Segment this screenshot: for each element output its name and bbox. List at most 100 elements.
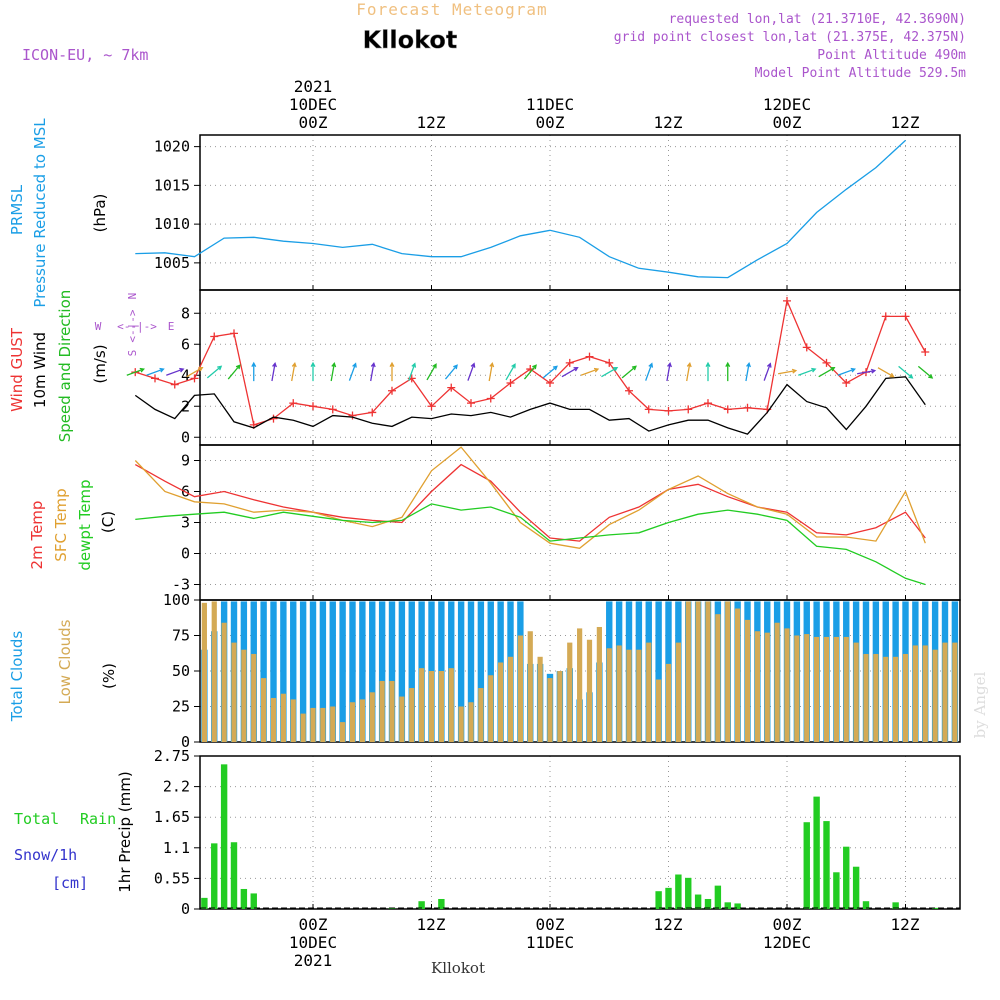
- clouds-unit: (%): [100, 663, 118, 689]
- low-cloud-bar: [517, 635, 523, 742]
- wind-arrow: [488, 361, 495, 382]
- low-cloud-bar: [261, 678, 267, 742]
- gust-marker: [565, 358, 574, 367]
- low-cloud-bar: [804, 634, 810, 742]
- low-cloud-bar: [270, 697, 277, 742]
- wind-arrow: [426, 363, 437, 381]
- rain-bar: [685, 877, 692, 909]
- low-cloud-bar: [379, 680, 385, 742]
- gust-marker: [170, 380, 179, 389]
- low-cloud-bar: [626, 649, 632, 742]
- low-cloud-bar: [537, 656, 543, 742]
- total-cloud-bar: [359, 601, 366, 742]
- gust-marker: [585, 352, 594, 361]
- gust-marker: [921, 348, 930, 356]
- total-cloud-bar: [457, 601, 465, 742]
- bottom-hour-label: 00Z: [299, 915, 328, 934]
- wind-arrow: [444, 364, 458, 380]
- total-cloud-bar: [487, 601, 494, 742]
- y-tick-label: 3: [181, 514, 190, 532]
- low-cloud-bar: [705, 601, 711, 742]
- pressure-line: [135, 139, 906, 279]
- pressure-label-long: Pressure Reduced to MSL: [31, 118, 49, 308]
- bottom-time-axis: 00Z 10DEC 2021 12Z 00Z 11DEC 12Z 00Z 12D…: [289, 915, 920, 970]
- low-cloud-bar: [567, 642, 573, 742]
- rain-bar: [852, 866, 860, 909]
- low-cloud-bar: [320, 707, 326, 742]
- wind-arrow: [206, 365, 223, 379]
- wind-arrow: [857, 368, 877, 375]
- wind-arrow: [330, 361, 337, 382]
- rain-bar: [220, 764, 228, 909]
- temp-2m-line: [134, 463, 926, 542]
- gust-marker: [664, 406, 673, 415]
- low-cloud-bar: [488, 675, 494, 742]
- low-cloud-bar: [478, 688, 484, 742]
- low-cloud-bar: [498, 662, 504, 742]
- low-cloud-bar: [863, 653, 869, 742]
- gust-marker: [151, 374, 159, 383]
- y-tick-label: 6: [181, 335, 190, 353]
- compass-we: <--|->: [117, 320, 157, 333]
- low-cloud-bar: [636, 649, 642, 742]
- wind-arrow: [523, 364, 537, 380]
- wind-arrow: [601, 366, 619, 378]
- top-time-axis: 2021 10DEC 00Z 12Z 11DEC 00Z 12Z 12DEC 0…: [289, 77, 920, 132]
- rain-bar: [665, 887, 672, 909]
- low-cloud-bar: [912, 645, 918, 742]
- low-cloud-bar: [952, 642, 958, 742]
- total-cloud-bar: [339, 601, 346, 742]
- direction-label: Speed and Direction: [56, 290, 74, 443]
- y-tick-label: 1005: [154, 254, 190, 272]
- wind-arrow: [877, 367, 895, 378]
- bottom-day-label: 10DEC: [289, 933, 337, 952]
- low-cloud-bar: [419, 668, 425, 742]
- wind-arrow: [561, 366, 579, 378]
- low-cloud-bar: [794, 635, 800, 742]
- chart-title: Forecast Meteogram: [356, 0, 547, 19]
- low-cloud-bar: [932, 649, 938, 742]
- wind-arrow: [348, 362, 357, 381]
- low-cloud-bar: [300, 713, 306, 742]
- gust-marker: [328, 405, 337, 414]
- y-tick-label: 9: [181, 452, 190, 470]
- low-cloud-bar: [853, 642, 859, 742]
- total-cloud-bar: [378, 601, 386, 742]
- total-cloud-bar: [299, 601, 307, 742]
- low-cloud-bar: [369, 692, 375, 742]
- low-cloud-bar: [448, 668, 454, 742]
- low-cloud-bar: [606, 648, 612, 742]
- low-cloud-bar: [458, 706, 464, 742]
- y-tick-label: 75: [172, 627, 190, 645]
- low-cloud-bar: [922, 645, 928, 742]
- footer-location: Kllokot: [431, 959, 485, 977]
- compass-e: E: [168, 320, 175, 333]
- wind-arrow: [126, 367, 145, 376]
- total-clouds-label: Total Clouds: [8, 631, 26, 723]
- gust-marker: [822, 358, 831, 367]
- snow-unit: [cm]: [52, 874, 88, 892]
- rain-bar: [931, 907, 939, 909]
- requested-coords: requested lon,lat (21.3710E, 42.3690N): [669, 12, 966, 27]
- temp-unit: (C): [99, 511, 117, 533]
- gust-marker: [704, 399, 712, 408]
- total-cloud-bar: [388, 601, 396, 742]
- wind-arrow: [291, 361, 297, 382]
- low-cloud-bar: [428, 671, 435, 742]
- low-cloud-bar: [399, 696, 405, 742]
- wind-arrow: [645, 362, 654, 381]
- gust-marker: [486, 394, 495, 403]
- low-cloud-bar: [557, 671, 563, 742]
- wind-unit: (m/s): [91, 344, 109, 383]
- temp-label: 2m Temp: [28, 501, 46, 570]
- low-cloud-bar: [577, 628, 583, 742]
- dewpt-label: dewpt Temp: [76, 479, 94, 570]
- top-hour-label: 12Z: [654, 113, 683, 132]
- low-cloud-bar: [359, 699, 365, 742]
- total-cloud-bar: [467, 601, 475, 742]
- low-cloud-bar: [695, 601, 701, 742]
- low-cloud-bar: [754, 631, 760, 742]
